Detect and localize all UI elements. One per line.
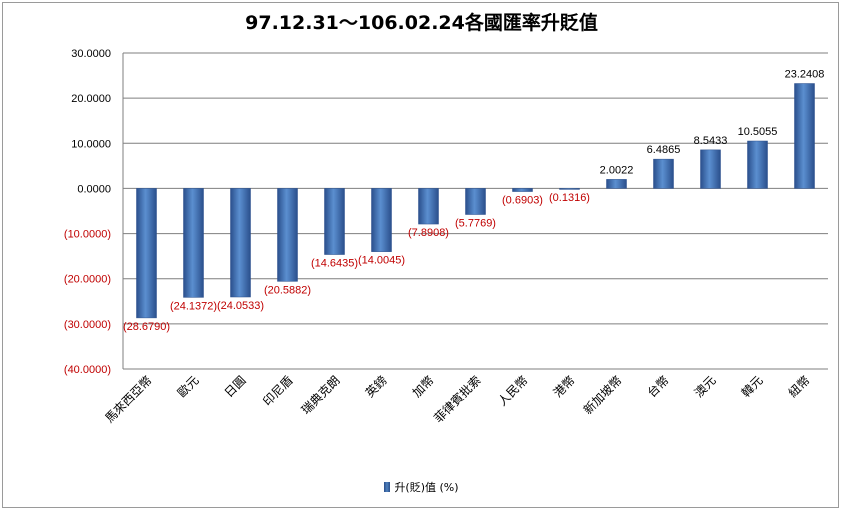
y-tick-label: 0.0000 xyxy=(77,183,111,195)
x-tick-label: 加幣 xyxy=(410,373,437,400)
bar xyxy=(136,188,157,319)
x-tick-label: 台幣 xyxy=(644,373,672,401)
data-label: (0.6903) xyxy=(502,195,543,207)
bar xyxy=(559,188,580,190)
y-tick-label: (20.0000) xyxy=(64,274,111,286)
data-label: (20.5882) xyxy=(264,284,311,296)
data-label: 8.5433 xyxy=(694,135,728,147)
data-label: 23.2408 xyxy=(785,69,825,81)
bar xyxy=(653,158,674,189)
data-label: (24.1372) xyxy=(170,300,217,312)
data-label: 6.4865 xyxy=(647,144,681,156)
data-label: (14.0045) xyxy=(358,255,405,267)
y-axis-ticks: 30.0000 20.0000 10.0000 0.0000 (10.0000) (20.… xyxy=(64,48,111,376)
bar xyxy=(371,188,392,252)
x-tick-label: 歐元 xyxy=(174,373,202,401)
bar xyxy=(418,188,439,225)
data-label: (14.6435) xyxy=(311,258,358,270)
x-tick-label: 澳元 xyxy=(692,373,719,400)
chart-title: 97.12.31～106.02.24各國匯率升貶值 xyxy=(245,12,598,34)
x-tick-label: 人民幣 xyxy=(495,373,530,408)
bar xyxy=(747,140,768,189)
y-tick-label: (10.0000) xyxy=(64,229,111,241)
legend-label: 升(貶)值 (%) xyxy=(394,481,459,494)
y-tick-label: 10.0000 xyxy=(71,138,111,150)
bar xyxy=(324,188,345,255)
bars xyxy=(136,83,815,319)
data-label: (7.8908) xyxy=(408,227,449,239)
x-tick-label: 菲律賓批索 xyxy=(431,373,484,426)
data-label: (0.1316) xyxy=(549,192,590,204)
bar xyxy=(794,83,815,189)
x-tick-label: 新加坡幣 xyxy=(580,373,625,418)
legend: 升(貶)值 (%) xyxy=(0,479,843,495)
data-label: (5.7769) xyxy=(455,218,496,230)
bar xyxy=(512,188,533,192)
x-tick-label: 印尼盾 xyxy=(260,373,295,408)
x-tick-label: 馬來西亞幣 xyxy=(102,373,154,425)
bar xyxy=(606,179,627,189)
data-label: (28.6790) xyxy=(123,321,170,333)
legend-swatch xyxy=(384,482,391,492)
y-tick-label: 30.0000 xyxy=(71,48,111,60)
bar xyxy=(230,188,251,298)
bar xyxy=(277,188,298,282)
x-tick-label: 韓元 xyxy=(739,373,766,400)
x-tick-label: 紐幣 xyxy=(786,373,813,400)
bar xyxy=(700,149,721,189)
data-label: (24.0533) xyxy=(217,300,264,312)
bar xyxy=(465,188,486,215)
y-tick-label: (40.0000) xyxy=(64,364,111,376)
bar xyxy=(183,188,204,298)
x-tick-label: 英鎊 xyxy=(362,373,390,401)
data-label: 10.5055 xyxy=(738,126,778,138)
x-tick-label: 日圓 xyxy=(222,373,249,400)
y-tick-label: (30.0000) xyxy=(64,319,111,331)
x-tick-label: 瑞典克朗 xyxy=(299,373,343,417)
x-tick-label: 港幣 xyxy=(551,373,578,400)
y-tick-label: 20.0000 xyxy=(71,93,111,105)
data-label: 2.0022 xyxy=(600,164,634,176)
data-labels: (28.6790)(24.1372) (24.0533)(20.5882) (14.… xyxy=(123,69,824,333)
